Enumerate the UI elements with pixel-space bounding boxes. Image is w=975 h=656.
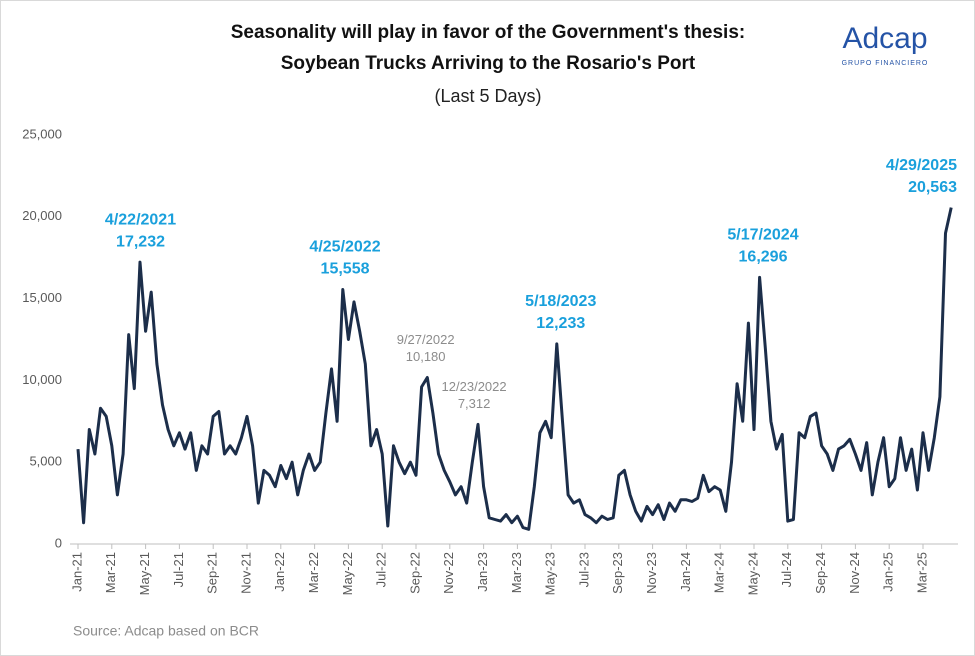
x-tick-label: Nov-21 — [238, 552, 253, 594]
x-tick-label: Jul-23 — [576, 552, 591, 587]
x-tick-label: May-23 — [543, 552, 558, 595]
logo-tagline: GRUPO FINANCIERO — [842, 60, 929, 67]
x-tick-label: Mar-24 — [712, 552, 727, 593]
x-tick-label: Nov-24 — [847, 552, 862, 594]
x-tick-label: May-24 — [745, 552, 760, 595]
x-tick-label: May-22 — [340, 552, 355, 595]
y-tick-label: 10,000 — [22, 372, 62, 387]
x-tick-label: Jan-24 — [678, 552, 693, 592]
chart-subtitle: (Last 5 Days) — [434, 86, 541, 106]
annotation-date: 9/27/2022 — [397, 332, 455, 347]
x-tick-label: Jul-22 — [374, 552, 389, 587]
x-tick-label: Jan-25 — [881, 552, 896, 592]
source: Source: Adcap based on BCR — [73, 623, 259, 639]
data-line — [76, 207, 953, 531]
x-tick-label: Mar-22 — [306, 552, 321, 593]
x-tick-label: Jan-22 — [272, 552, 287, 592]
y-tick-label: 0 — [55, 535, 62, 550]
x-tick-label: Mar-21 — [103, 552, 118, 593]
x-tick-label: Mar-25 — [914, 552, 929, 593]
x-tick-label: Nov-22 — [441, 552, 456, 594]
annotation-value: 15,558 — [321, 261, 370, 278]
annotation-date: 5/17/2024 — [727, 227, 798, 244]
x-tick-label: Jan-21 — [69, 552, 84, 592]
annotation-value: 7,312 — [458, 396, 491, 411]
x-tick-label: May-21 — [137, 552, 152, 595]
x-tick-label: Nov-23 — [644, 552, 659, 594]
annotation-value: 17,232 — [116, 233, 165, 250]
y-tick-label: 15,000 — [22, 290, 62, 305]
x-tick-label: Sep-23 — [610, 552, 625, 594]
annotation-value: 20,563 — [908, 179, 957, 196]
annotation-date: 4/29/2025 — [886, 157, 957, 174]
x-tick-label: Jul-21 — [171, 552, 186, 587]
chart-title: Seasonality will play in favor of the Go… — [231, 22, 745, 43]
x-tick-label: Sep-24 — [813, 552, 828, 594]
y-tick-label: 20,000 — [22, 208, 62, 223]
x-tick-label: Mar-23 — [509, 552, 524, 593]
y-tick-label: 5,000 — [29, 454, 62, 469]
logo: Adcap — [842, 22, 927, 55]
annotation-value: 16,296 — [739, 249, 788, 266]
annotation-value: 10,180 — [406, 349, 446, 364]
annotation-date: 5/18/2023 — [525, 293, 596, 310]
x-tick-label: Sep-22 — [407, 552, 422, 594]
annotation-date: 12/23/2022 — [442, 379, 507, 394]
x-tick-label: Jul-24 — [779, 552, 794, 587]
x-tick-label: Jan-23 — [475, 552, 490, 592]
annotation-value: 12,233 — [536, 315, 585, 332]
x-tick-label: Sep-21 — [205, 552, 220, 594]
y-tick-label: 25,000 — [22, 126, 62, 141]
annotation-date: 4/25/2022 — [309, 239, 380, 256]
annotation-date: 4/22/2021 — [105, 211, 176, 228]
chart-title: Soybean Trucks Arriving to the Rosario's… — [281, 53, 696, 74]
